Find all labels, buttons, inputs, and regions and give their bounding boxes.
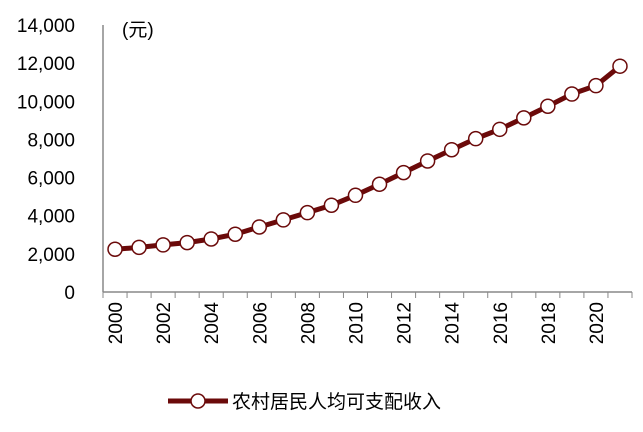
unit-label: (元)	[122, 20, 154, 41]
legend-label: 农村居民人均可支配收入	[232, 391, 441, 413]
data-point-2004	[203, 231, 219, 247]
x-tick-label: 2018	[539, 302, 560, 344]
data-point-2013	[419, 153, 436, 169]
data-point-2018	[540, 98, 556, 114]
legend-marker	[190, 393, 206, 409]
data-point-2019	[564, 86, 580, 102]
y-tick-label: 12,000	[17, 54, 75, 75]
data-point-2009	[323, 197, 340, 213]
y-tick-label: 4,000	[27, 207, 75, 228]
x-tick-label: 2002	[154, 302, 175, 344]
data-point-2012	[395, 164, 412, 181]
data-point-2003	[179, 234, 195, 251]
data-point-2005	[227, 226, 243, 242]
data-point-2000	[107, 241, 123, 258]
x-tick-label: 2006	[250, 302, 271, 344]
x-tick-label: 2014	[443, 302, 464, 345]
x-tick-label: 2004	[202, 302, 223, 345]
data-point-2020	[588, 77, 604, 94]
x-tick-label: 2012	[395, 302, 416, 344]
data-point-2014	[443, 141, 460, 158]
data-point-2016	[492, 121, 508, 138]
data-point-2021	[612, 58, 628, 74]
data-point-2015	[467, 130, 484, 147]
y-tick-label: 2,000	[27, 245, 75, 266]
y-tick-label: 8,000	[27, 130, 75, 151]
x-tick-label: 2016	[491, 302, 512, 344]
x-tick-label: 2008	[298, 302, 319, 344]
data-point-2006	[251, 219, 268, 235]
data-point-2001	[131, 239, 147, 256]
data-point-2008	[299, 204, 316, 221]
data-point-2002	[155, 237, 171, 253]
data-point-2010	[347, 187, 364, 204]
data-point-2007	[275, 212, 292, 228]
data-point-2017	[516, 110, 532, 126]
y-tick-label: 0	[64, 283, 75, 304]
series-line	[114, 64, 622, 252]
y-tick-label: 6,000	[27, 169, 75, 190]
x-tick-label: 2000	[106, 302, 127, 344]
y-tick-label: 10,000	[17, 92, 75, 113]
legend: 农村居民人均可支配收入	[168, 391, 441, 413]
data-point-2011	[371, 176, 388, 192]
y-tick-label: 14,000	[17, 16, 75, 37]
x-tick-label: 2020	[587, 302, 608, 344]
x-tick-label: 2010	[346, 302, 367, 344]
